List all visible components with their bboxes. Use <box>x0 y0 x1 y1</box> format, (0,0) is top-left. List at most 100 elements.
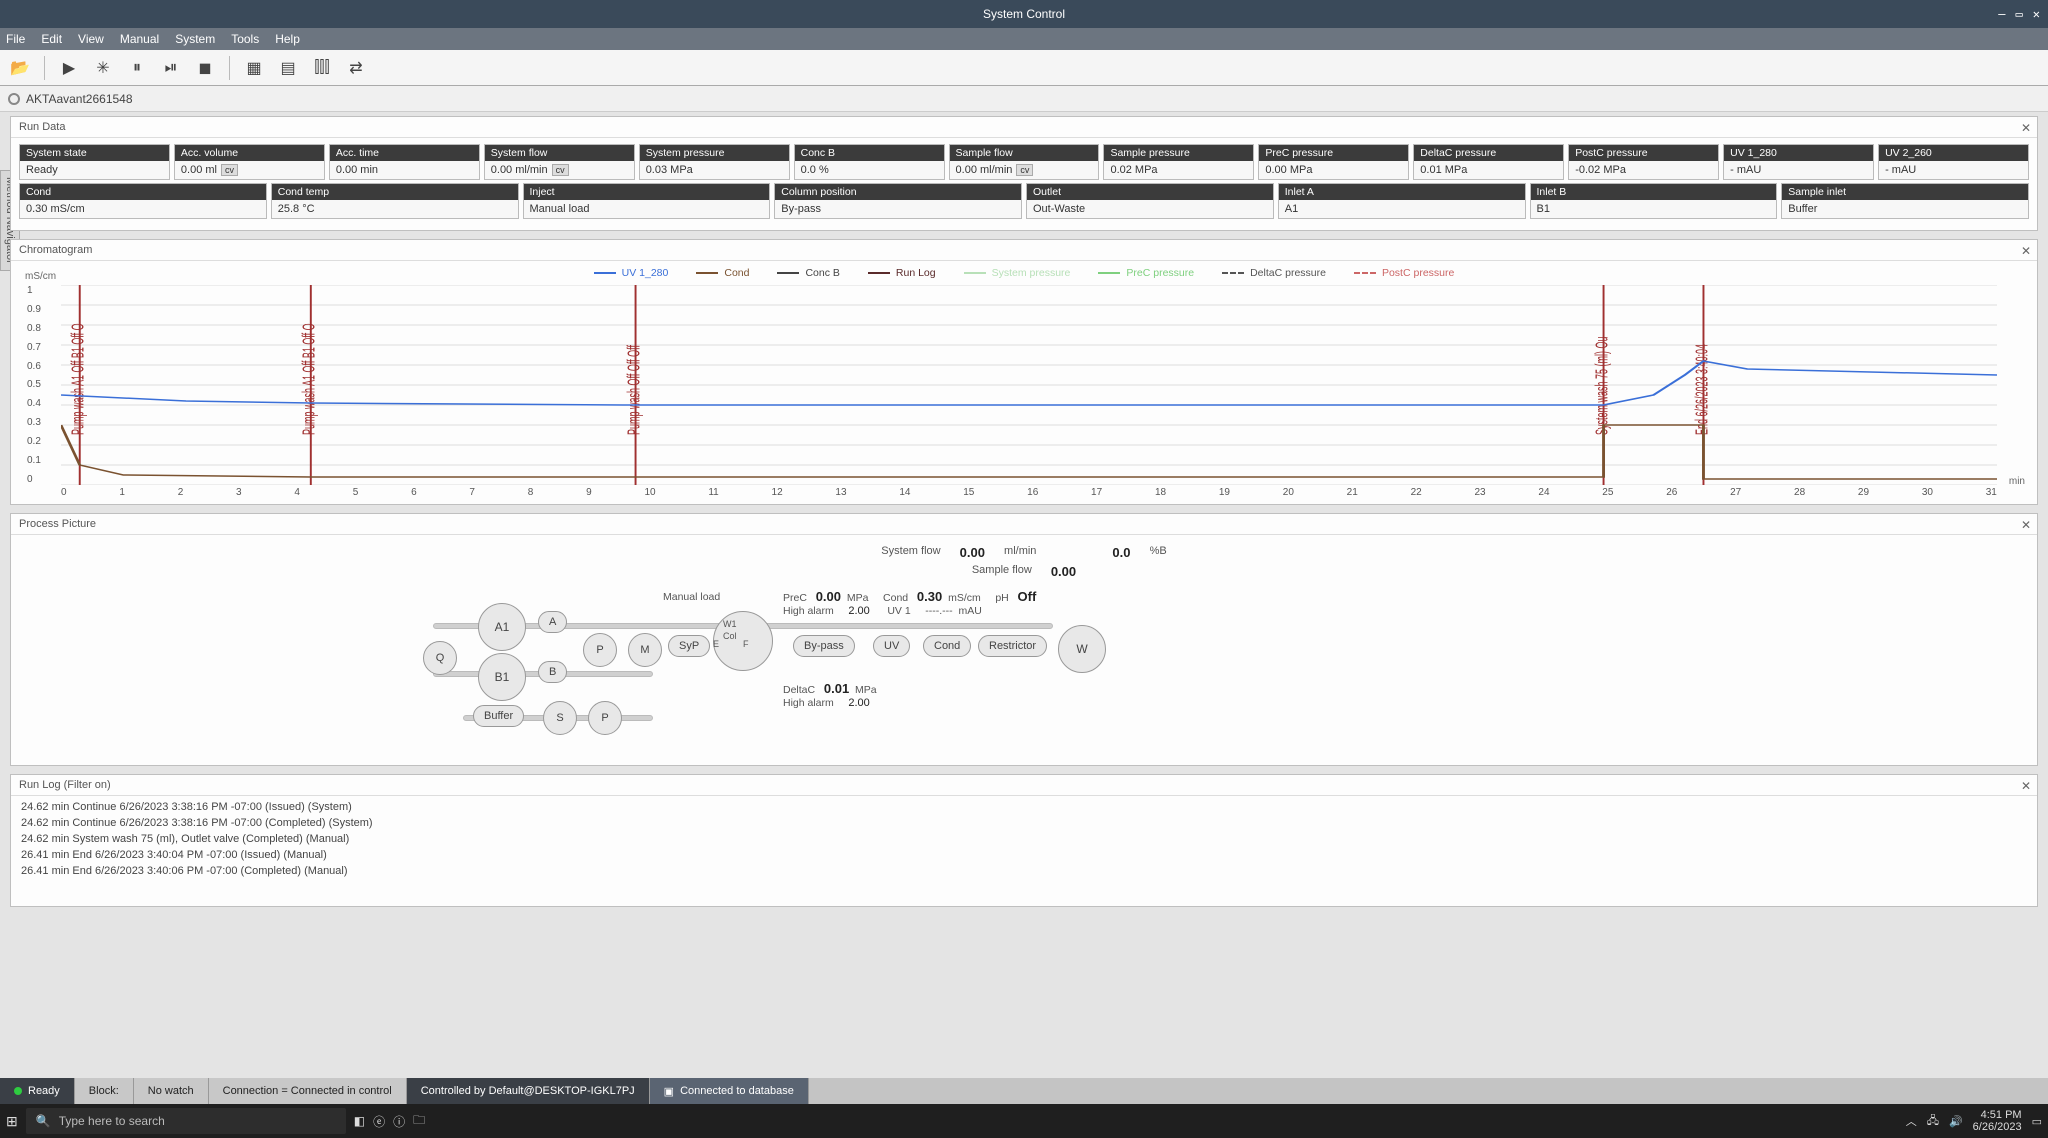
instrument-status-icon <box>8 93 20 105</box>
menubar: File Edit View Manual System Tools Help <box>0 28 2048 50</box>
legend-item[interactable]: UV 1_280 <box>594 267 669 279</box>
y-tick: 0.6 <box>27 361 41 372</box>
concb-value: 0.0 <box>1112 545 1130 560</box>
explorer-icon[interactable]: 🗀 <box>413 1111 425 1132</box>
legend-item[interactable]: PostC pressure <box>1354 267 1454 279</box>
legend-item[interactable]: DeltaC pressure <box>1222 267 1326 279</box>
stop-icon[interactable]: ◼ <box>191 54 219 82</box>
legend-item[interactable]: PreC pressure <box>1098 267 1194 279</box>
search-icon: 🔍 <box>36 1114 51 1128</box>
rundata-cell: Acc. volume0.00 mlcv <box>174 144 325 180</box>
play-icon[interactable]: ▶ <box>55 54 83 82</box>
chromo-close-icon[interactable]: ✕ <box>2021 244 2031 258</box>
legend-item[interactable]: System pressure <box>964 267 1071 279</box>
svg-text:Pump wash A1 Off B1 Off O: Pump wash A1 Off B1 Off O <box>67 323 87 435</box>
status-connection: Connection = Connected in control <box>209 1078 407 1104</box>
chromatogram-title: Chromatogram <box>11 240 2037 261</box>
maximize-icon[interactable]: ▭ <box>2016 7 2023 21</box>
ie-icon[interactable]: ⓘ <box>393 1113 405 1130</box>
legend-item[interactable]: Run Log <box>868 267 936 279</box>
y-tick: 0.7 <box>27 342 41 353</box>
rundata-cell-label: PreC pressure <box>1259 145 1408 161</box>
open-icon[interactable]: 📂 <box>6 54 34 82</box>
y-tick: 0.8 <box>27 323 41 334</box>
cv-badge[interactable]: cv <box>552 164 569 176</box>
node-a[interactable]: A <box>538 611 567 633</box>
chromatogram-chart[interactable]: mS/cm min 00.10.20.30.40.50.60.70.80.91 … <box>61 285 1997 485</box>
tray-chevron-icon[interactable]: ︿ <box>1906 1113 1917 1129</box>
menu-file[interactable]: File <box>6 32 25 46</box>
process-close-icon[interactable]: ✕ <box>2021 518 2031 532</box>
rundata-cell: Sample pressure0.02 MPa <box>1103 144 1254 180</box>
rundata-cell: Sample flow0.00 ml/mincv <box>949 144 1100 180</box>
menu-view[interactable]: View <box>78 32 104 46</box>
runlog-line: 24.62 min Continue 6/26/2023 3:38:16 PM … <box>21 800 2027 816</box>
node-restrictor[interactable]: Restrictor <box>978 635 1047 657</box>
toolbar: 📂 ▶ ✳ ⏸ ⏯ ◼ ▦ ▤ ⫿⫿⫿ ⇄ <box>0 50 2048 86</box>
clock-date[interactable]: 6/26/2023 <box>1973 1121 2022 1133</box>
node-cond[interactable]: Cond <box>923 635 971 657</box>
sample-flow-label: Sample flow <box>972 564 1032 579</box>
cv-badge[interactable]: cv <box>1016 164 1033 176</box>
x-tick: 22 <box>1411 487 1422 498</box>
minimize-icon[interactable]: ― <box>1998 7 2005 21</box>
runlog-content[interactable]: 24.62 min Continue 6/26/2023 3:38:16 PM … <box>11 796 2037 906</box>
hold-icon[interactable]: ✳ <box>89 54 117 82</box>
menu-help[interactable]: Help <box>275 32 300 46</box>
runlog-close-icon[interactable]: ✕ <box>2021 779 2031 793</box>
menu-system[interactable]: System <box>175 32 215 46</box>
windows-search[interactable]: 🔍 Type here to search <box>26 1108 346 1134</box>
rundata-close-icon[interactable]: ✕ <box>2021 121 2031 135</box>
x-tick: 7 <box>469 487 475 498</box>
rundata-cell-label: Cond temp <box>272 184 518 200</box>
notifications-icon[interactable]: ▭ <box>2032 1115 2042 1128</box>
layout1-icon[interactable]: ▦ <box>240 54 268 82</box>
cv-badge[interactable]: cv <box>221 164 238 176</box>
instrument-name[interactable]: AKTAavant2661548 <box>26 92 133 106</box>
node-p2[interactable]: P <box>588 701 622 735</box>
runlog-line: 26.41 min End 6/26/2023 3:40:06 PM -07:0… <box>21 864 2027 880</box>
node-q[interactable]: Q <box>423 641 457 675</box>
rundata-cell-value: Ready <box>20 161 169 179</box>
node-b[interactable]: B <box>538 661 567 683</box>
clock-time[interactable]: 4:51 PM <box>1973 1109 2022 1121</box>
node-syp[interactable]: SyP <box>668 635 710 657</box>
tray-volume-icon[interactable]: 🔊 <box>1949 1115 1963 1128</box>
node-bypass[interactable]: By-pass <box>793 635 855 657</box>
deltac-value: 0.01 <box>824 681 849 696</box>
run-data-panel: ✕ Run Data System stateReadyAcc. volume0… <box>10 116 2038 231</box>
flow-icon[interactable]: ⇄ <box>342 54 370 82</box>
node-buffer[interactable]: Buffer <box>473 705 524 727</box>
x-tick: 31 <box>1986 487 1997 498</box>
rundata-cell-value: 25.8 °C <box>272 200 518 218</box>
menu-tools[interactable]: Tools <box>231 32 259 46</box>
step-icon[interactable]: ⏯ <box>157 54 185 82</box>
pause-icon[interactable]: ⏸ <box>123 54 151 82</box>
node-b1[interactable]: B1 <box>478 653 526 701</box>
node-m[interactable]: M <box>628 633 662 667</box>
menu-manual[interactable]: Manual <box>120 32 159 46</box>
chart-icon[interactable]: ⫿⫿⫿ <box>308 54 336 82</box>
taskview-icon[interactable]: ◧ <box>354 1114 365 1128</box>
system-flow-unit: ml/min <box>1004 545 1036 560</box>
process-diagram[interactable]: Q A1 B1 A B P M SyP Buffer S P Manual lo… <box>23 583 2025 753</box>
menu-edit[interactable]: Edit <box>41 32 62 46</box>
edge-icon[interactable]: ⓔ <box>373 1113 385 1130</box>
rundata-cell-value: 0.00 mlcv <box>175 161 324 179</box>
tray-network-icon[interactable]: 🖧 <box>1927 1112 1939 1131</box>
legend-item[interactable]: Cond <box>696 267 749 279</box>
close-icon[interactable]: ✕ <box>2033 7 2040 21</box>
layout2-icon[interactable]: ▤ <box>274 54 302 82</box>
start-icon[interactable]: ⊞ <box>6 1113 18 1130</box>
node-a1[interactable]: A1 <box>478 603 526 651</box>
x-tick: 3 <box>236 487 242 498</box>
app-title: System Control <box>983 7 1065 21</box>
rundata-cell-label: System pressure <box>640 145 789 161</box>
legend-item[interactable]: Conc B <box>777 267 839 279</box>
rundata-cell-label: Outlet <box>1027 184 1273 200</box>
node-uv[interactable]: UV <box>873 635 910 657</box>
node-w[interactable]: W <box>1058 625 1106 673</box>
node-p[interactable]: P <box>583 633 617 667</box>
node-s[interactable]: S <box>543 701 577 735</box>
runlog-title: Run Log (Filter on) <box>11 775 2037 796</box>
